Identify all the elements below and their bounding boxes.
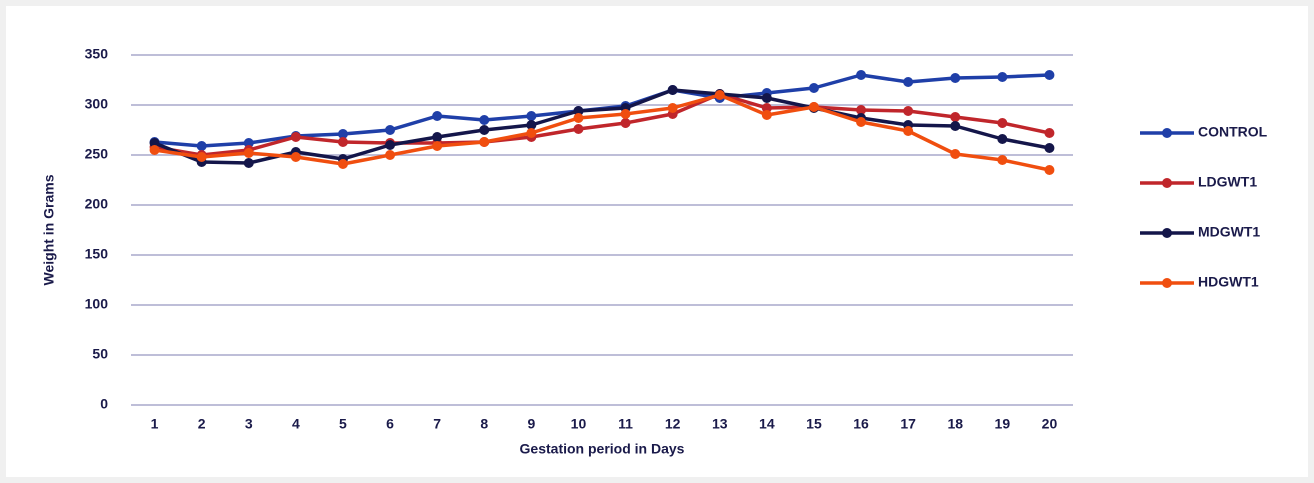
data-point	[714, 90, 725, 100]
data-point	[1044, 128, 1055, 138]
y-tick-label: 150	[85, 246, 109, 262]
data-point	[337, 137, 348, 147]
y-tick-label: 300	[85, 96, 109, 112]
series-line	[154, 92, 1050, 157]
data-point	[385, 140, 396, 150]
data-point	[950, 112, 961, 122]
x-tick-label: 11	[618, 416, 633, 432]
x-tick-label: 16	[853, 416, 869, 432]
y-tick-label: 100	[85, 296, 109, 312]
legend-marker	[1162, 228, 1172, 238]
data-point	[385, 150, 396, 160]
data-point	[856, 70, 867, 80]
data-point	[290, 132, 301, 142]
data-point	[997, 72, 1008, 82]
series-line	[154, 93, 1050, 172]
data-point	[385, 125, 396, 135]
data-point	[997, 134, 1008, 144]
x-tick-label: 10	[571, 416, 587, 432]
data-point	[149, 145, 160, 155]
data-point	[432, 111, 443, 121]
legend-label: LDGWT1	[1198, 174, 1257, 190]
x-tick-label: 4	[292, 416, 300, 432]
data-point	[526, 120, 537, 130]
y-axis-label: Weight in Grams	[41, 174, 57, 285]
data-point	[903, 106, 914, 116]
data-point	[903, 126, 914, 136]
x-axis-label: Gestation period in Days	[520, 441, 685, 457]
y-tick-label: 50	[92, 346, 108, 362]
data-point	[903, 77, 914, 87]
data-point	[573, 113, 584, 123]
data-point	[479, 137, 490, 147]
data-point	[667, 103, 678, 113]
legend-label: MDGWT1	[1198, 224, 1260, 240]
data-point	[761, 110, 772, 120]
data-point	[432, 141, 443, 151]
data-point	[950, 149, 961, 159]
data-point	[808, 102, 819, 112]
data-point	[243, 148, 254, 158]
data-point	[479, 115, 490, 125]
data-point	[1044, 70, 1055, 80]
x-tick-label: 14	[759, 416, 775, 432]
data-point	[243, 138, 254, 148]
data-point	[337, 159, 348, 169]
data-point	[432, 132, 443, 142]
x-tick-label: 13	[712, 416, 728, 432]
legend-marker	[1162, 178, 1172, 188]
chart-background	[6, 6, 1308, 477]
x-tick-label: 19	[995, 416, 1011, 432]
legend-label: HDGWT1	[1198, 274, 1259, 290]
data-point	[997, 118, 1008, 128]
x-tick-label: 7	[433, 416, 441, 432]
x-tick-label: 18	[947, 416, 963, 432]
data-point	[761, 93, 772, 103]
x-tick-label: 17	[900, 416, 916, 432]
y-tick-label: 350	[85, 46, 109, 62]
legend-label: CONTROL	[1198, 124, 1268, 140]
y-tick-label: 250	[85, 146, 109, 162]
data-point	[1044, 143, 1055, 153]
x-tick-label: 1	[151, 416, 159, 432]
data-point	[950, 121, 961, 131]
data-point	[808, 83, 819, 93]
data-point	[573, 124, 584, 134]
x-tick-label: 20	[1042, 416, 1058, 432]
x-tick-label: 12	[665, 416, 681, 432]
data-point	[620, 109, 631, 119]
x-tick-label: 9	[527, 416, 535, 432]
data-point	[196, 141, 207, 151]
data-point	[667, 85, 678, 95]
data-point	[573, 106, 584, 116]
data-point	[243, 158, 254, 168]
y-tick-label: 200	[85, 196, 109, 212]
x-tick-label: 6	[386, 416, 394, 432]
data-point	[526, 128, 537, 138]
data-point	[997, 155, 1008, 165]
data-point	[856, 105, 867, 115]
data-point	[479, 125, 490, 135]
x-tick-label: 2	[198, 416, 206, 432]
data-point	[290, 152, 301, 162]
data-point	[526, 111, 537, 121]
x-tick-label: 8	[480, 416, 488, 432]
data-point	[761, 103, 772, 113]
legend-marker	[1162, 128, 1172, 138]
series-line	[153, 88, 1050, 165]
data-point	[950, 73, 961, 83]
data-point	[620, 118, 631, 128]
data-point	[856, 117, 867, 127]
x-tick-label: 3	[245, 416, 253, 432]
y-tick-label: 0	[100, 396, 108, 412]
legend-marker	[1162, 278, 1172, 288]
data-point	[1044, 165, 1055, 175]
x-tick-label: 5	[339, 416, 347, 432]
data-point	[196, 152, 207, 162]
x-tick-label: 15	[806, 416, 822, 432]
data-point	[149, 138, 160, 148]
data-point	[337, 129, 348, 139]
